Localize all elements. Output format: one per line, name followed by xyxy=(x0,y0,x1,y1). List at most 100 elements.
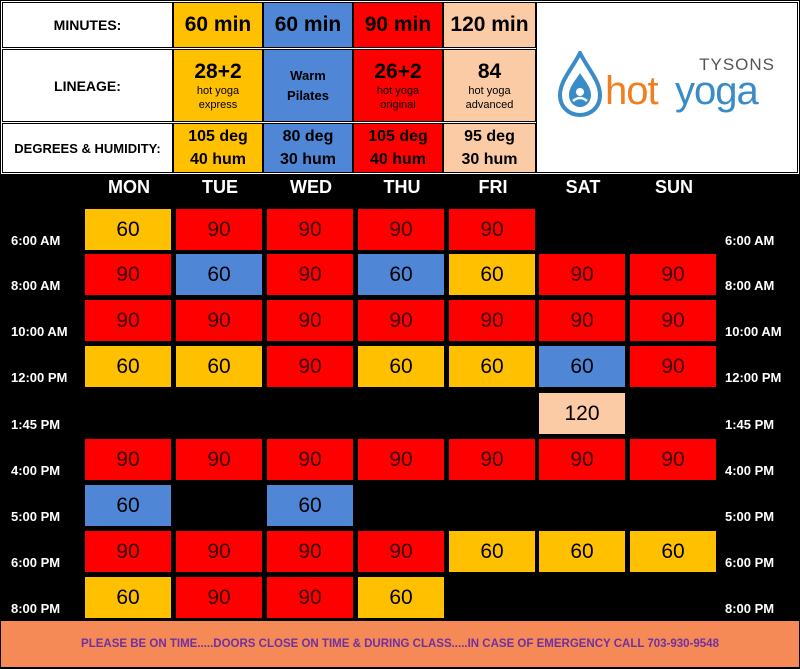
class-slot: 90 xyxy=(266,530,354,573)
class-slot: 90 xyxy=(175,530,263,573)
class-conditions: 105 deg 40 hum xyxy=(173,123,263,173)
class-slot: 90 xyxy=(266,438,354,481)
class-conditions: 105 deg 40 hum xyxy=(353,123,443,173)
time-label: 10:00 AM xyxy=(725,324,782,339)
class-slot: 90 xyxy=(448,299,536,342)
logo-hot-text: hot xyxy=(605,69,659,113)
time-label: 6:00 AM xyxy=(11,233,61,248)
humidity: 30 hum xyxy=(461,151,518,168)
time-label: 4:00 PM xyxy=(11,463,61,478)
time-label: 10:00 AM xyxy=(11,324,68,339)
time-label: 12:00 PM xyxy=(11,370,68,385)
class-slot: 60 xyxy=(84,484,172,527)
class-slot: 60 xyxy=(538,345,626,388)
water-drop-icon xyxy=(557,51,603,117)
time-label: 1:45 PM xyxy=(725,417,775,432)
class-conditions: 80 deg 30 hum xyxy=(263,123,353,173)
time-label: 8:00 PM xyxy=(725,601,775,616)
class-slot: 60 xyxy=(84,208,172,251)
class-slot: 60 xyxy=(357,345,445,388)
lineage-name: 26+2 xyxy=(374,59,422,83)
class-slot: 60 xyxy=(84,576,172,619)
class-slot: 90 xyxy=(266,299,354,342)
class-slot: 60 xyxy=(84,345,172,388)
logo-tysons-text: TYSONS xyxy=(699,55,775,74)
class-conditions: 95 deg 30 hum xyxy=(443,123,536,173)
class-slot: 60 xyxy=(357,253,445,296)
class-slot: 60 xyxy=(448,253,536,296)
class-minutes: 60 min xyxy=(173,2,263,48)
degrees: 105 deg xyxy=(188,128,248,145)
class-slot: 90 xyxy=(266,253,354,296)
class-slot: 90 xyxy=(357,299,445,342)
class-slot: 90 xyxy=(266,208,354,251)
time-label: 5:00 PM xyxy=(725,509,775,524)
class-slot: 60 xyxy=(357,576,445,619)
class-slot: 90 xyxy=(175,438,263,481)
day-header-tue: TUE xyxy=(202,177,238,197)
day-header-sun: SUN xyxy=(654,177,693,197)
lineage-sub: hot yoga xyxy=(376,84,420,97)
class-slot: 60 xyxy=(448,530,536,573)
class-slot: 90 xyxy=(448,438,536,481)
time-label: 8:00 AM xyxy=(725,278,775,293)
header-legend: MINUTES: LINEAGE: DEGREES & HUMIDITY: 60… xyxy=(1,1,799,174)
minutes-label: MINUTES: xyxy=(2,2,173,48)
class-lineage: Warm Pilates xyxy=(263,49,353,122)
time-label: 6:00 PM xyxy=(11,555,61,570)
class-slot: 90 xyxy=(357,530,445,573)
class-slot: 90 xyxy=(629,299,717,342)
class-slot: 90 xyxy=(84,299,172,342)
class-slot: 60 xyxy=(175,345,263,388)
time-label: 1:45 PM xyxy=(11,417,61,432)
humidity: 40 hum xyxy=(189,151,246,168)
class-slot: 90 xyxy=(357,438,445,481)
day-header-fri: FRI xyxy=(478,177,508,197)
logo-yoga-text: yoga xyxy=(675,69,759,113)
class-slot: 60 xyxy=(629,530,717,573)
class-slot: 60 xyxy=(448,345,536,388)
class-minutes: 90 min xyxy=(353,2,443,48)
time-label: 6:00 AM xyxy=(725,233,775,248)
notice-footer: PLEASE BE ON TIME.....DOORS CLOSE ON TIM… xyxy=(1,621,799,667)
class-slot: 90 xyxy=(448,208,536,251)
humidity: 30 hum xyxy=(279,151,336,168)
day-header-mon: MON xyxy=(108,177,150,197)
class-slot: 90 xyxy=(629,438,717,481)
class-slot: 90 xyxy=(629,253,717,296)
lineage-sub: original xyxy=(380,98,416,111)
degrees: 105 deg xyxy=(368,128,428,145)
time-label: 8:00 AM xyxy=(11,278,61,293)
lineage-name: 28+2 xyxy=(194,59,242,83)
degrees: 80 deg xyxy=(282,128,334,145)
class-slot: 60 xyxy=(266,484,354,527)
class-lineage: 84 hot yoga advanced xyxy=(443,49,536,122)
class-slot: 90 xyxy=(84,253,172,296)
time-label: 6:00 PM xyxy=(725,555,775,570)
day-header-sat: SAT xyxy=(565,177,601,197)
time-label: 8:00 PM xyxy=(11,601,61,616)
lineage-name: Warm xyxy=(290,67,326,83)
class-slot: 90 xyxy=(266,345,354,388)
lineage-sub: advanced xyxy=(465,98,514,111)
class-minutes: 60 min xyxy=(263,2,353,48)
humidity: 40 hum xyxy=(369,151,426,168)
degrees-humidity-label: DEGREES & HUMIDITY: xyxy=(2,123,173,173)
class-slot: 90 xyxy=(538,253,626,296)
time-label: 5:00 PM xyxy=(11,509,61,524)
class-slot: 90 xyxy=(629,345,717,388)
day-header-thu: THU xyxy=(383,177,421,197)
class-slot: 90 xyxy=(266,576,354,619)
lineage-sub: hot yoga xyxy=(468,84,511,97)
lineage-sub: hot yoga xyxy=(196,84,240,97)
time-label: 4:00 PM xyxy=(725,463,775,478)
class-slot: 90 xyxy=(175,208,263,251)
class-slot: 90 xyxy=(175,576,263,619)
lineage-sub: express xyxy=(198,98,238,111)
degrees: 95 deg xyxy=(464,128,515,145)
lineage-name: 84 xyxy=(477,59,502,83)
class-slot: 60 xyxy=(175,253,263,296)
day-header-wed: WED xyxy=(290,177,332,197)
class-slot: 120 xyxy=(538,392,626,435)
